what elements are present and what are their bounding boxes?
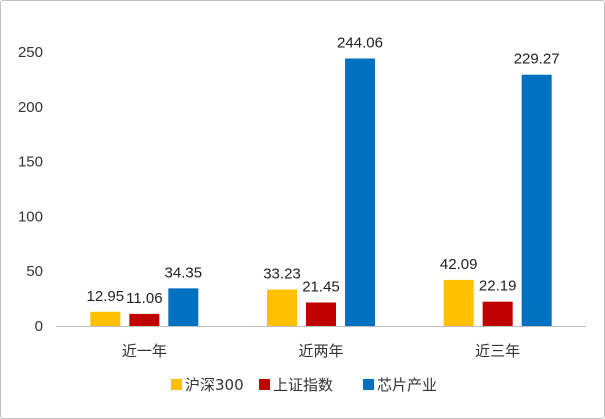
bar-3-1: [168, 288, 199, 326]
bar-2-3: [482, 301, 513, 326]
legend-label: 沪深300: [185, 376, 244, 394]
legend-swatch: [259, 379, 270, 390]
bar-1-3: [443, 279, 474, 326]
legend-label: 芯片产业: [377, 376, 437, 394]
data-label: 33.23: [263, 266, 301, 283]
data-label: 11.06: [126, 290, 162, 307]
data-label: 21.45: [302, 278, 340, 295]
data-label: 229.27: [514, 51, 560, 68]
data-label: 34.35: [165, 264, 203, 281]
category-label: 近三年: [475, 342, 520, 360]
data-label: 42.09: [440, 256, 478, 273]
bar-1-1: [90, 311, 121, 326]
y-tick-label: 200: [18, 99, 43, 116]
y-tick-label: 0: [35, 318, 43, 335]
legend-label: 上证指数: [273, 376, 333, 394]
category-label: 近两年: [298, 342, 343, 360]
bar-3-3: [521, 74, 552, 326]
y-tick-label: 100: [18, 208, 43, 225]
category-label: 近一年: [122, 342, 167, 360]
bar-1-2: [267, 289, 297, 326]
y-tick-label: 150: [18, 154, 43, 171]
bar-3-2: [345, 58, 375, 326]
y-tick-label: 250: [18, 44, 43, 61]
data-label: 244.06: [337, 35, 383, 52]
bar-2-2: [306, 302, 336, 326]
data-label: 22.19: [479, 278, 517, 295]
data-label: 12.95: [87, 288, 125, 305]
y-tick-label: 50: [26, 263, 43, 280]
legend-swatch: [363, 379, 374, 390]
bar-2-1: [129, 313, 160, 326]
legend-swatch: [171, 379, 182, 390]
